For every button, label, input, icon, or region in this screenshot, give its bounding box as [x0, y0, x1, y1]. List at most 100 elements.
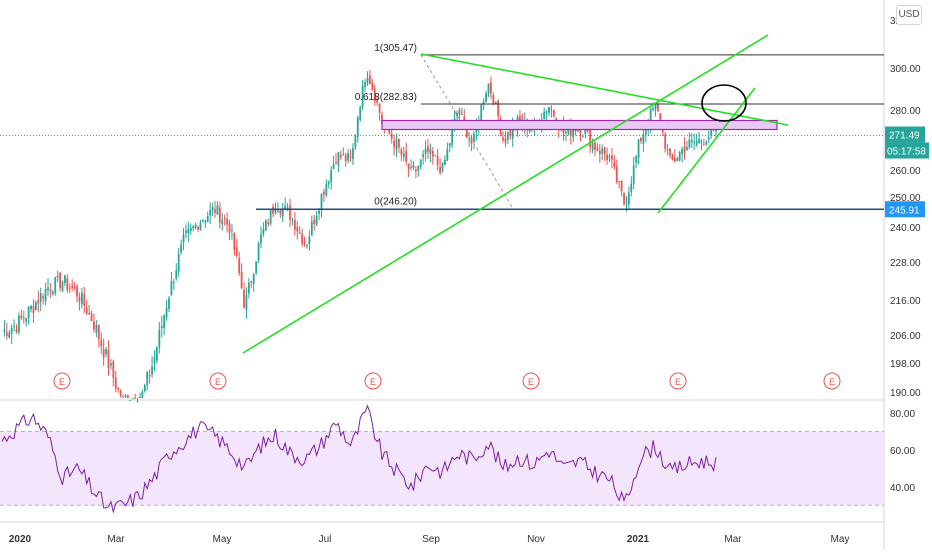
candle-body [378, 103, 381, 113]
candle-body [695, 141, 698, 146]
candle-body [700, 141, 703, 143]
candle-body [327, 181, 330, 185]
candle-body [678, 152, 681, 161]
candle-body [666, 149, 669, 151]
candle-body [136, 401, 139, 403]
price-tick-label: 280.00 [890, 106, 921, 117]
candle-body [255, 261, 258, 274]
rsi-tick-label: 80.00 [890, 409, 915, 420]
earnings-marker-label: E [675, 377, 681, 387]
candle-body [702, 144, 705, 146]
earnings-marker[interactable] [364, 372, 382, 390]
candle-body [8, 332, 11, 338]
candle-body [584, 129, 587, 134]
candle-body [303, 241, 306, 245]
candle-body [620, 180, 623, 192]
candle-body [470, 137, 473, 144]
candle-body [552, 110, 555, 117]
candle-body [56, 275, 59, 278]
candle-body [427, 146, 429, 153]
candle-body [180, 244, 183, 253]
candle-body [281, 208, 284, 217]
earnings-marker[interactable] [669, 372, 687, 390]
candle-body [25, 317, 28, 322]
candle-body [543, 111, 546, 120]
candle-body [354, 136, 357, 148]
candle-body [105, 349, 107, 355]
candle-body [175, 270, 178, 279]
earnings-marker-label: E [215, 377, 221, 387]
candle-body [291, 218, 294, 220]
candle-body [550, 108, 553, 110]
candle-body [671, 154, 674, 160]
candle-body [649, 108, 652, 128]
earnings-marker[interactable] [53, 372, 71, 390]
candle-body [444, 159, 446, 165]
candle-body [468, 138, 471, 140]
candle-body [308, 236, 311, 245]
support-label: 245.91 [889, 205, 920, 216]
candle-body [177, 254, 180, 272]
candle-body [39, 293, 42, 302]
candle-body [90, 313, 93, 322]
candle-body [226, 219, 228, 225]
candle-body [460, 114, 463, 116]
candle-body [359, 106, 362, 120]
candle-body [618, 181, 621, 183]
earnings-marker[interactable] [209, 372, 227, 390]
candle-body [49, 289, 52, 292]
earnings-marker[interactable] [823, 372, 841, 390]
candle-body [233, 233, 236, 251]
candle-body [107, 350, 110, 369]
candle-body [235, 247, 238, 257]
candle-body [494, 102, 497, 104]
candle-body [705, 142, 708, 145]
candle-body [231, 230, 233, 232]
candle-body [318, 210, 320, 214]
price-tick-label: 300.00 [890, 64, 921, 75]
candle-body [22, 317, 25, 319]
candle-body [158, 329, 161, 348]
earnings-marker-label: E [370, 377, 376, 387]
candle-body [640, 137, 642, 142]
earnings-marker[interactable] [522, 372, 540, 390]
candle-body [100, 339, 103, 346]
candle-body [598, 150, 601, 155]
currency-button[interactable]: USD [896, 5, 922, 25]
drawings: 1(305.47) 0.618(282.83) 0(246.20) E E E E E E [0, 34, 884, 390]
candle-body [192, 226, 195, 229]
price-tick-label: 250.00 [890, 193, 921, 204]
candle-body [189, 227, 192, 231]
candle-body [429, 148, 432, 154]
candle-body [298, 232, 301, 234]
candle-body [170, 281, 173, 296]
last-price-label: 271.49 [889, 131, 920, 142]
candle-body [163, 315, 166, 328]
candle-body [197, 226, 199, 230]
candle-body [20, 315, 23, 319]
candle-body [337, 152, 340, 166]
candle-body [603, 146, 606, 155]
candle-body [414, 169, 417, 172]
candle-body [339, 154, 342, 158]
candle-body [690, 139, 693, 143]
candle-body [223, 217, 226, 220]
candle-body [110, 363, 112, 366]
candle-body [451, 128, 454, 145]
candle-body [419, 159, 422, 168]
candle-body [402, 153, 405, 157]
candle-body [250, 281, 253, 283]
rsi-tick-label: 60.00 [890, 446, 915, 457]
candle-body [330, 170, 333, 183]
candle-body [436, 155, 439, 166]
candle-body [431, 151, 434, 157]
candle-body [284, 205, 287, 209]
candle-body [686, 147, 688, 151]
candle-body [139, 397, 141, 399]
candle-body [269, 209, 272, 224]
candle-body [441, 162, 444, 171]
candle-body [320, 194, 323, 211]
candle-body [95, 325, 98, 333]
